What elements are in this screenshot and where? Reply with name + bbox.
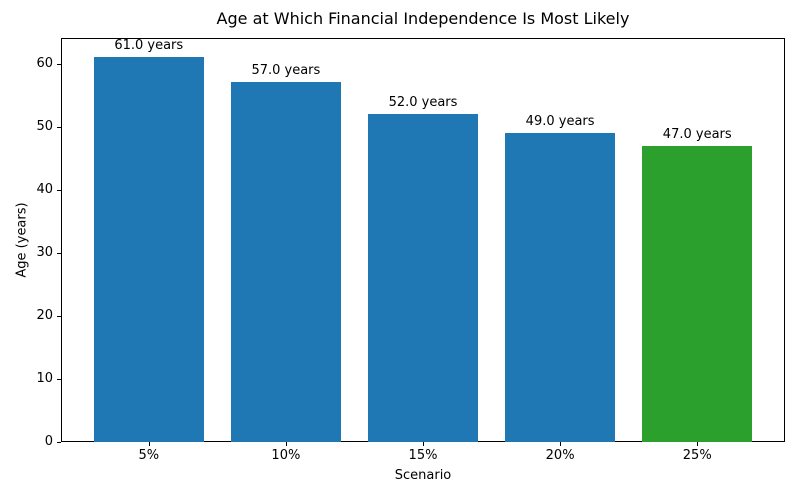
x-tick-label: 15%: [408, 448, 438, 463]
y-tick-mark: [57, 63, 61, 65]
x-tick-label: 25%: [682, 448, 712, 463]
y-axis-title: Age (years): [14, 202, 30, 278]
y-tick-mark: [57, 315, 61, 317]
y-tick-label: 0: [44, 434, 53, 449]
x-tick-label: 20%: [545, 448, 575, 463]
bar-value-label: 57.0 years: [251, 63, 321, 79]
bar-10%: [231, 82, 341, 442]
y-tick-label: 20: [36, 307, 53, 323]
bar-value-label: 61.0 years: [114, 38, 184, 54]
bar-20%: [505, 132, 615, 442]
y-tick-mark: [57, 442, 61, 443]
y-tick-label: 60: [36, 55, 53, 71]
bar-25%: [642, 145, 753, 442]
y-tick-mark: [57, 378, 61, 380]
y-tick-label: 10: [36, 370, 53, 386]
bar-value-label: 52.0 years: [388, 95, 458, 110]
y-tick-label: 40: [36, 181, 53, 197]
bar-value-label: 47.0 years: [662, 126, 732, 142]
x-tick-mark: [697, 442, 699, 446]
x-tick-mark: [148, 442, 150, 446]
y-tick-mark: [57, 126, 61, 128]
bar-value-label: 49.0 years: [525, 113, 595, 129]
bar-15%: [368, 114, 478, 442]
x-tick-label: 5%: [138, 448, 160, 463]
x-tick-mark: [285, 442, 287, 446]
chart-title: Age at Which Financial Independence Is M…: [216, 9, 630, 28]
x-tick-mark: [560, 442, 562, 446]
bar-5%: [93, 57, 204, 442]
y-tick-mark: [57, 189, 61, 191]
x-tick-mark: [423, 442, 424, 446]
y-tick-mark: [57, 252, 61, 254]
y-tick-label: 30: [36, 244, 53, 260]
x-tick-label: 10%: [271, 448, 301, 463]
y-tick-label: 50: [36, 118, 53, 134]
x-axis-title: Scenario: [394, 468, 452, 483]
